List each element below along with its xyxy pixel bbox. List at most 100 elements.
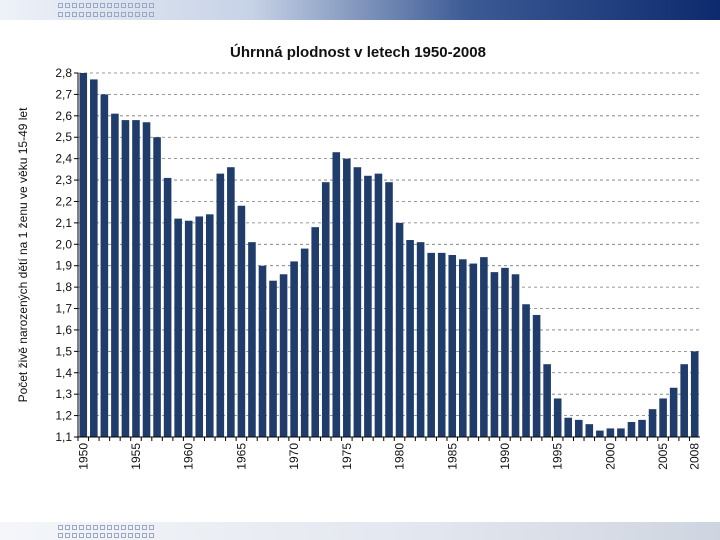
bar-2003 xyxy=(638,419,646,437)
y-tick-label: 1,6 xyxy=(55,323,72,337)
y-tick-label: 1,1 xyxy=(55,430,72,444)
y-tick-label: 2,5 xyxy=(55,130,72,144)
y-tick-label: 2,1 xyxy=(55,216,72,230)
bar-1956 xyxy=(142,122,151,437)
bar-1962 xyxy=(205,214,214,437)
y-tick-labels: 1,1 1,2 1,3 1,4 1,5 1,6 1,7 1,8 1,9 2,0 2,1 2,2 2,3 2… xyxy=(55,66,72,444)
x-tick-label: 1970 xyxy=(287,443,301,470)
bar-2004 xyxy=(648,409,657,437)
y-tick-label: 2,4 xyxy=(55,152,72,166)
bar-1957 xyxy=(153,137,161,437)
y-tick-label: 2,0 xyxy=(55,237,72,251)
y-tick-label: 1,2 xyxy=(55,409,72,423)
bar-1964 xyxy=(227,167,235,437)
x-tick-label: 1965 xyxy=(234,443,248,470)
y-tick-label: 2,7 xyxy=(55,87,72,101)
y-tick-label: 1,5 xyxy=(55,344,72,358)
bar-1963 xyxy=(216,173,225,437)
bar-1959 xyxy=(174,218,182,437)
bar-1987 xyxy=(469,263,478,437)
bar-1981 xyxy=(406,240,414,437)
bar-1973 xyxy=(321,182,330,437)
bar-2000 xyxy=(606,428,615,437)
bars xyxy=(79,73,699,438)
bar-1998 xyxy=(585,424,594,437)
bar-1972 xyxy=(311,227,319,437)
decor-squares xyxy=(58,533,154,538)
y-tick-label: 1,7 xyxy=(55,302,72,316)
decor-squares xyxy=(58,12,154,17)
x-tick-label: 2005 xyxy=(656,443,670,470)
bar-1966 xyxy=(248,242,256,437)
x-tick-label: 1990 xyxy=(498,443,512,470)
x-tick-label: 1980 xyxy=(393,443,407,470)
x-tick-labels: 1950 1955 1960 1965 1970 1975 1980 1985 1990 1995… xyxy=(76,443,701,470)
bar-1992 xyxy=(522,304,530,437)
y-tick-label: 2,8 xyxy=(55,66,72,80)
bar-1952 xyxy=(100,94,109,437)
x-tick-label: 1975 xyxy=(340,443,354,470)
y-tick-label: 1,4 xyxy=(55,366,72,380)
bar-1997 xyxy=(574,419,583,437)
bar-1994 xyxy=(543,364,551,437)
bar-1967 xyxy=(258,265,267,437)
bar-1978 xyxy=(374,173,383,437)
bar-1965 xyxy=(237,205,246,437)
x-tick-label: 1950 xyxy=(76,443,90,470)
bar-1989 xyxy=(490,272,499,437)
bar-1971 xyxy=(300,248,309,437)
bar-1996 xyxy=(564,417,573,437)
bar-1974 xyxy=(332,152,341,438)
bar-1990 xyxy=(501,267,509,437)
bar-2006 xyxy=(669,387,678,437)
decor-squares xyxy=(58,525,154,530)
bar-2007 xyxy=(680,364,688,437)
bar-1980 xyxy=(395,222,404,437)
y-tick-label: 1,9 xyxy=(55,259,72,273)
bar-1968 xyxy=(269,280,277,437)
bar-1991 xyxy=(511,274,520,437)
bar-1984 xyxy=(437,252,446,437)
bar-1960 xyxy=(184,220,193,437)
bar-1961 xyxy=(195,216,204,437)
chart-title: Úhrnná plodnost v letech 1950-2008 xyxy=(230,43,486,61)
bar-1975 xyxy=(343,158,351,437)
y-axis-label: Počet živě narozených dětí na 1 ženu ve … xyxy=(16,107,30,403)
bar-2008 xyxy=(690,351,699,437)
y-tick-label: 2,6 xyxy=(55,109,72,123)
axes xyxy=(74,72,700,441)
bar-1986 xyxy=(459,259,467,437)
bar-1958 xyxy=(163,177,172,437)
x-tick-label: 1960 xyxy=(182,443,196,470)
bar-2001 xyxy=(617,428,625,437)
bar-1970 xyxy=(290,261,298,437)
bar-1953 xyxy=(111,113,119,438)
bar-1951 xyxy=(90,79,98,438)
x-tick-label: 1955 xyxy=(129,443,143,470)
bar-2005 xyxy=(659,398,667,437)
bar-1955 xyxy=(132,120,140,437)
footer-band xyxy=(0,522,720,540)
bar-1999 xyxy=(596,430,604,437)
y-tick-label: 2,2 xyxy=(55,194,72,208)
bar-1976 xyxy=(353,167,362,437)
bar-1950 xyxy=(79,73,88,437)
x-tick-label: 1985 xyxy=(445,443,459,470)
bar-1985 xyxy=(448,255,457,437)
bar-1977 xyxy=(364,175,372,437)
header-band xyxy=(0,0,720,20)
bar-1993 xyxy=(532,314,541,437)
bar-1988 xyxy=(480,257,488,437)
decor-squares xyxy=(58,3,154,8)
x-tick-label: 1995 xyxy=(551,443,565,470)
bar-1982 xyxy=(416,242,425,437)
y-tick-label: 1,8 xyxy=(55,280,72,294)
bar-2002 xyxy=(627,422,636,437)
y-tick-label: 2,3 xyxy=(55,173,72,187)
x-tick-label: 2000 xyxy=(603,443,617,470)
bar-1954 xyxy=(121,120,130,437)
x-tick-label: 2008 xyxy=(688,443,702,470)
bar-1995 xyxy=(553,398,562,437)
bar-1983 xyxy=(427,252,435,437)
